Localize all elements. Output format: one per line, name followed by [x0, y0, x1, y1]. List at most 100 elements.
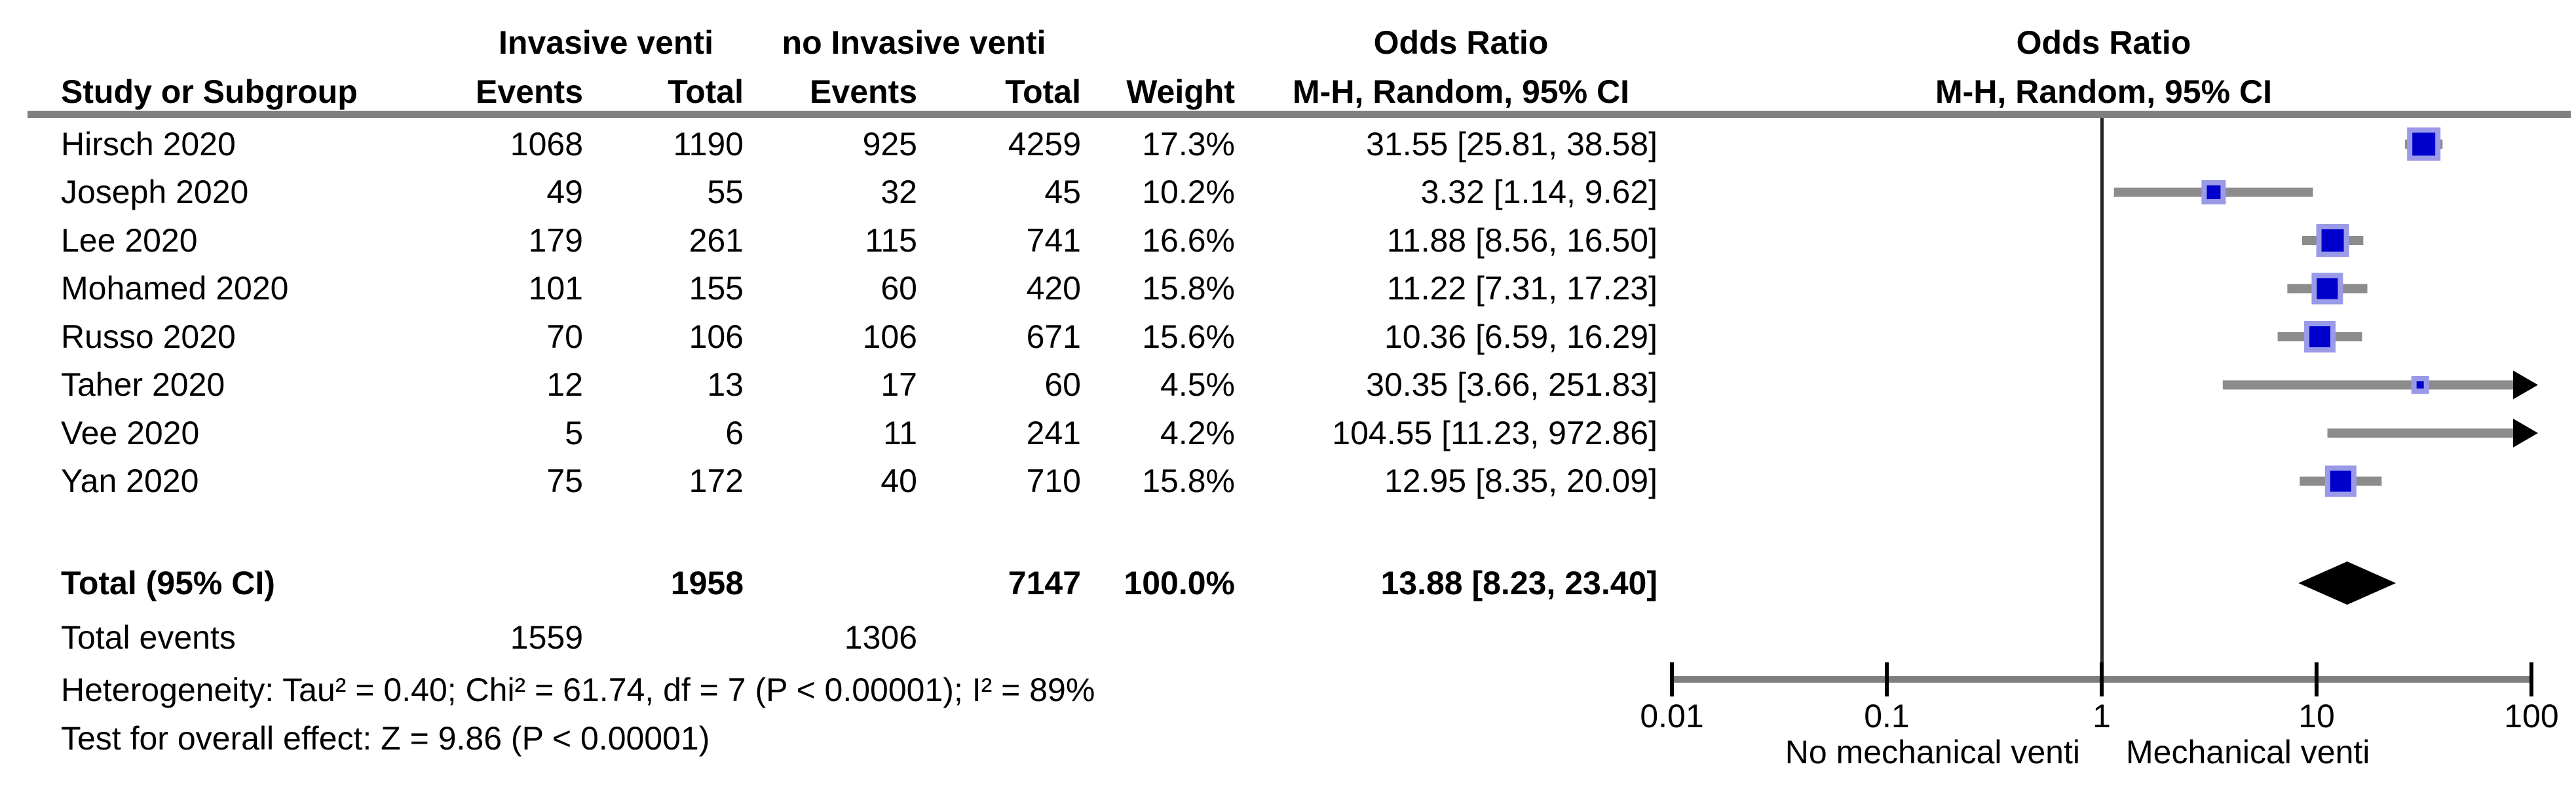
table-row: Yan 2020 75 172 40 710 15.8% 12.95 [8.35… [0, 463, 2576, 499]
cell-or-ci: 11.22 [7.31, 17.23] [1386, 270, 1657, 307]
x-axis-tick [1885, 662, 1889, 696]
cell-events2: 17 [881, 366, 917, 403]
cell-weight: 10.2% [1142, 174, 1235, 210]
study-weight-square [2311, 273, 2343, 305]
cell-total1: 6 [725, 415, 744, 451]
x-axis-tick-label: 10 [2298, 698, 2335, 734]
header-separator-line [28, 111, 2571, 118]
right-arrow-icon [2513, 419, 2538, 447]
cell-total2: 671 [1026, 318, 1081, 355]
table-row: Vee 2020 5 6 11 241 4.2% 104.55 [11.23, … [0, 415, 2576, 451]
group-header-or-text: Odds Ratio [1373, 24, 1549, 61]
total-row: Total (95% CI) 1958 7147 100.0% 13.88 [8… [0, 565, 2576, 601]
total-or-ci: 13.88 [8.23, 23.40] [1380, 565, 1657, 601]
col-header-study: Study or Subgroup [61, 73, 358, 110]
col-header-mh-text: M-H, Random, 95% CI [1293, 73, 1629, 110]
cell-weight: 16.6% [1142, 222, 1235, 259]
group-header-experimental: Invasive venti [499, 24, 713, 61]
cell-total1: 13 [707, 366, 744, 403]
total-events-events1: 1559 [510, 619, 583, 656]
col-header-events1: Events [476, 73, 583, 110]
group-header-control: no Invasive venti [782, 24, 1046, 61]
ci-line [2327, 428, 2514, 438]
total-label: Total (95% CI) [61, 565, 275, 601]
x-axis-tick [2100, 662, 2104, 696]
cell-weight: 17.3% [1142, 126, 1235, 162]
cell-study: Vee 2020 [61, 415, 200, 451]
cell-study: Mohamed 2020 [61, 270, 289, 307]
x-axis-tick [1670, 662, 1674, 696]
cell-total1: 155 [689, 270, 744, 307]
cell-or-ci: 3.32 [1.14, 9.62] [1420, 174, 1657, 210]
cell-events2: 106 [862, 318, 917, 355]
total-events-label: Total events [61, 619, 236, 656]
column-header-row: Study or Subgroup Events Total Events To… [0, 73, 2576, 110]
summary-diamond [2298, 561, 2396, 605]
study-weight-square [2411, 376, 2429, 394]
cell-or-ci: 12.95 [8.35, 20.09] [1384, 463, 1657, 499]
cell-events1: 49 [546, 174, 583, 210]
cell-events2: 32 [881, 174, 917, 210]
study-weight-square [2201, 180, 2226, 204]
cell-study: Taher 2020 [61, 366, 225, 403]
total-total2: 7147 [1008, 565, 1081, 601]
table-row: Joseph 2020 49 55 32 45 10.2% 3.32 [1.14… [0, 174, 2576, 210]
cell-total1: 1190 [673, 126, 744, 162]
cell-study: Joseph 2020 [61, 174, 249, 210]
axis-label-left: No mechanical venti [1785, 734, 2080, 770]
cell-events2: 40 [881, 463, 917, 499]
cell-events1: 70 [546, 318, 583, 355]
study-weight-square [2407, 127, 2441, 161]
x-axis-tick-label: 0.1 [1864, 698, 1910, 734]
cell-events1: 179 [528, 222, 583, 259]
cell-study: Yan 2020 [61, 463, 199, 499]
cell-events2: 60 [881, 270, 917, 307]
cell-events1: 101 [528, 270, 583, 307]
x-axis-tick-label: 0.01 [1640, 698, 1703, 734]
col-header-mh-plot: M-H, Random, 95% CI [1935, 73, 2272, 110]
x-axis-tick-label: 1 [2093, 698, 2111, 734]
study-weight-square [2324, 465, 2357, 497]
cell-total2: 741 [1026, 222, 1081, 259]
cell-or-ci: 10.36 [6.59, 16.29] [1384, 318, 1657, 355]
cell-total2: 710 [1026, 463, 1081, 499]
table-row: Hirsch 2020 1068 1190 925 4259 17.3% 31.… [0, 126, 2576, 162]
cell-weight: 15.6% [1142, 318, 1235, 355]
cell-total1: 106 [689, 318, 744, 355]
right-arrow-icon [2513, 370, 2538, 400]
table-row: Lee 2020 179 261 115 741 16.6% 11.88 [8.… [0, 222, 2576, 259]
cell-total1: 55 [707, 174, 744, 210]
cell-events2: 115 [865, 222, 917, 259]
col-header-total1: Total [668, 73, 744, 110]
total-events-events2: 1306 [844, 619, 917, 656]
cell-events1: 5 [565, 415, 583, 451]
cell-or-ci: 30.35 [3.66, 251.83] [1366, 366, 1657, 403]
total-events-row: Total events 1559 1306 [0, 619, 2576, 656]
table-row: Russo 2020 70 106 106 671 15.6% 10.36 [6… [0, 318, 2576, 355]
cell-weight: 15.8% [1142, 463, 1235, 499]
cell-events1: 12 [546, 366, 583, 403]
cell-or-ci: 104.55 [11.23, 972.86] [1332, 415, 1657, 451]
total-total1: 1958 [670, 565, 744, 601]
cell-events1: 75 [546, 463, 583, 499]
col-header-events2: Events [810, 73, 917, 110]
table-row: Taher 2020 12 13 17 60 4.5% 30.35 [3.66,… [0, 366, 2576, 403]
cell-or-ci: 11.88 [8.56, 16.50] [1386, 222, 1657, 259]
table-row: Mohamed 2020 101 155 60 420 15.8% 11.22 … [0, 270, 2576, 307]
study-weight-square [2316, 224, 2349, 257]
cell-weight: 15.8% [1142, 270, 1235, 307]
cell-or-ci: 31.55 [25.81, 38.58] [1366, 126, 1657, 162]
x-axis-tick [2529, 662, 2533, 696]
cell-total2: 45 [1044, 174, 1081, 210]
x-axis-tick-label: 100 [2504, 698, 2558, 734]
null-effect-line [2100, 118, 2104, 677]
cell-study: Hirsch 2020 [61, 126, 236, 162]
col-header-weight: Weight [1126, 73, 1235, 110]
cell-events1: 1068 [510, 126, 583, 162]
cell-weight: 4.5% [1160, 366, 1235, 403]
axis-label-right: Mechanical venti [2126, 734, 2370, 770]
col-header-total2: Total [1005, 73, 1081, 110]
cell-total1: 261 [689, 222, 744, 259]
